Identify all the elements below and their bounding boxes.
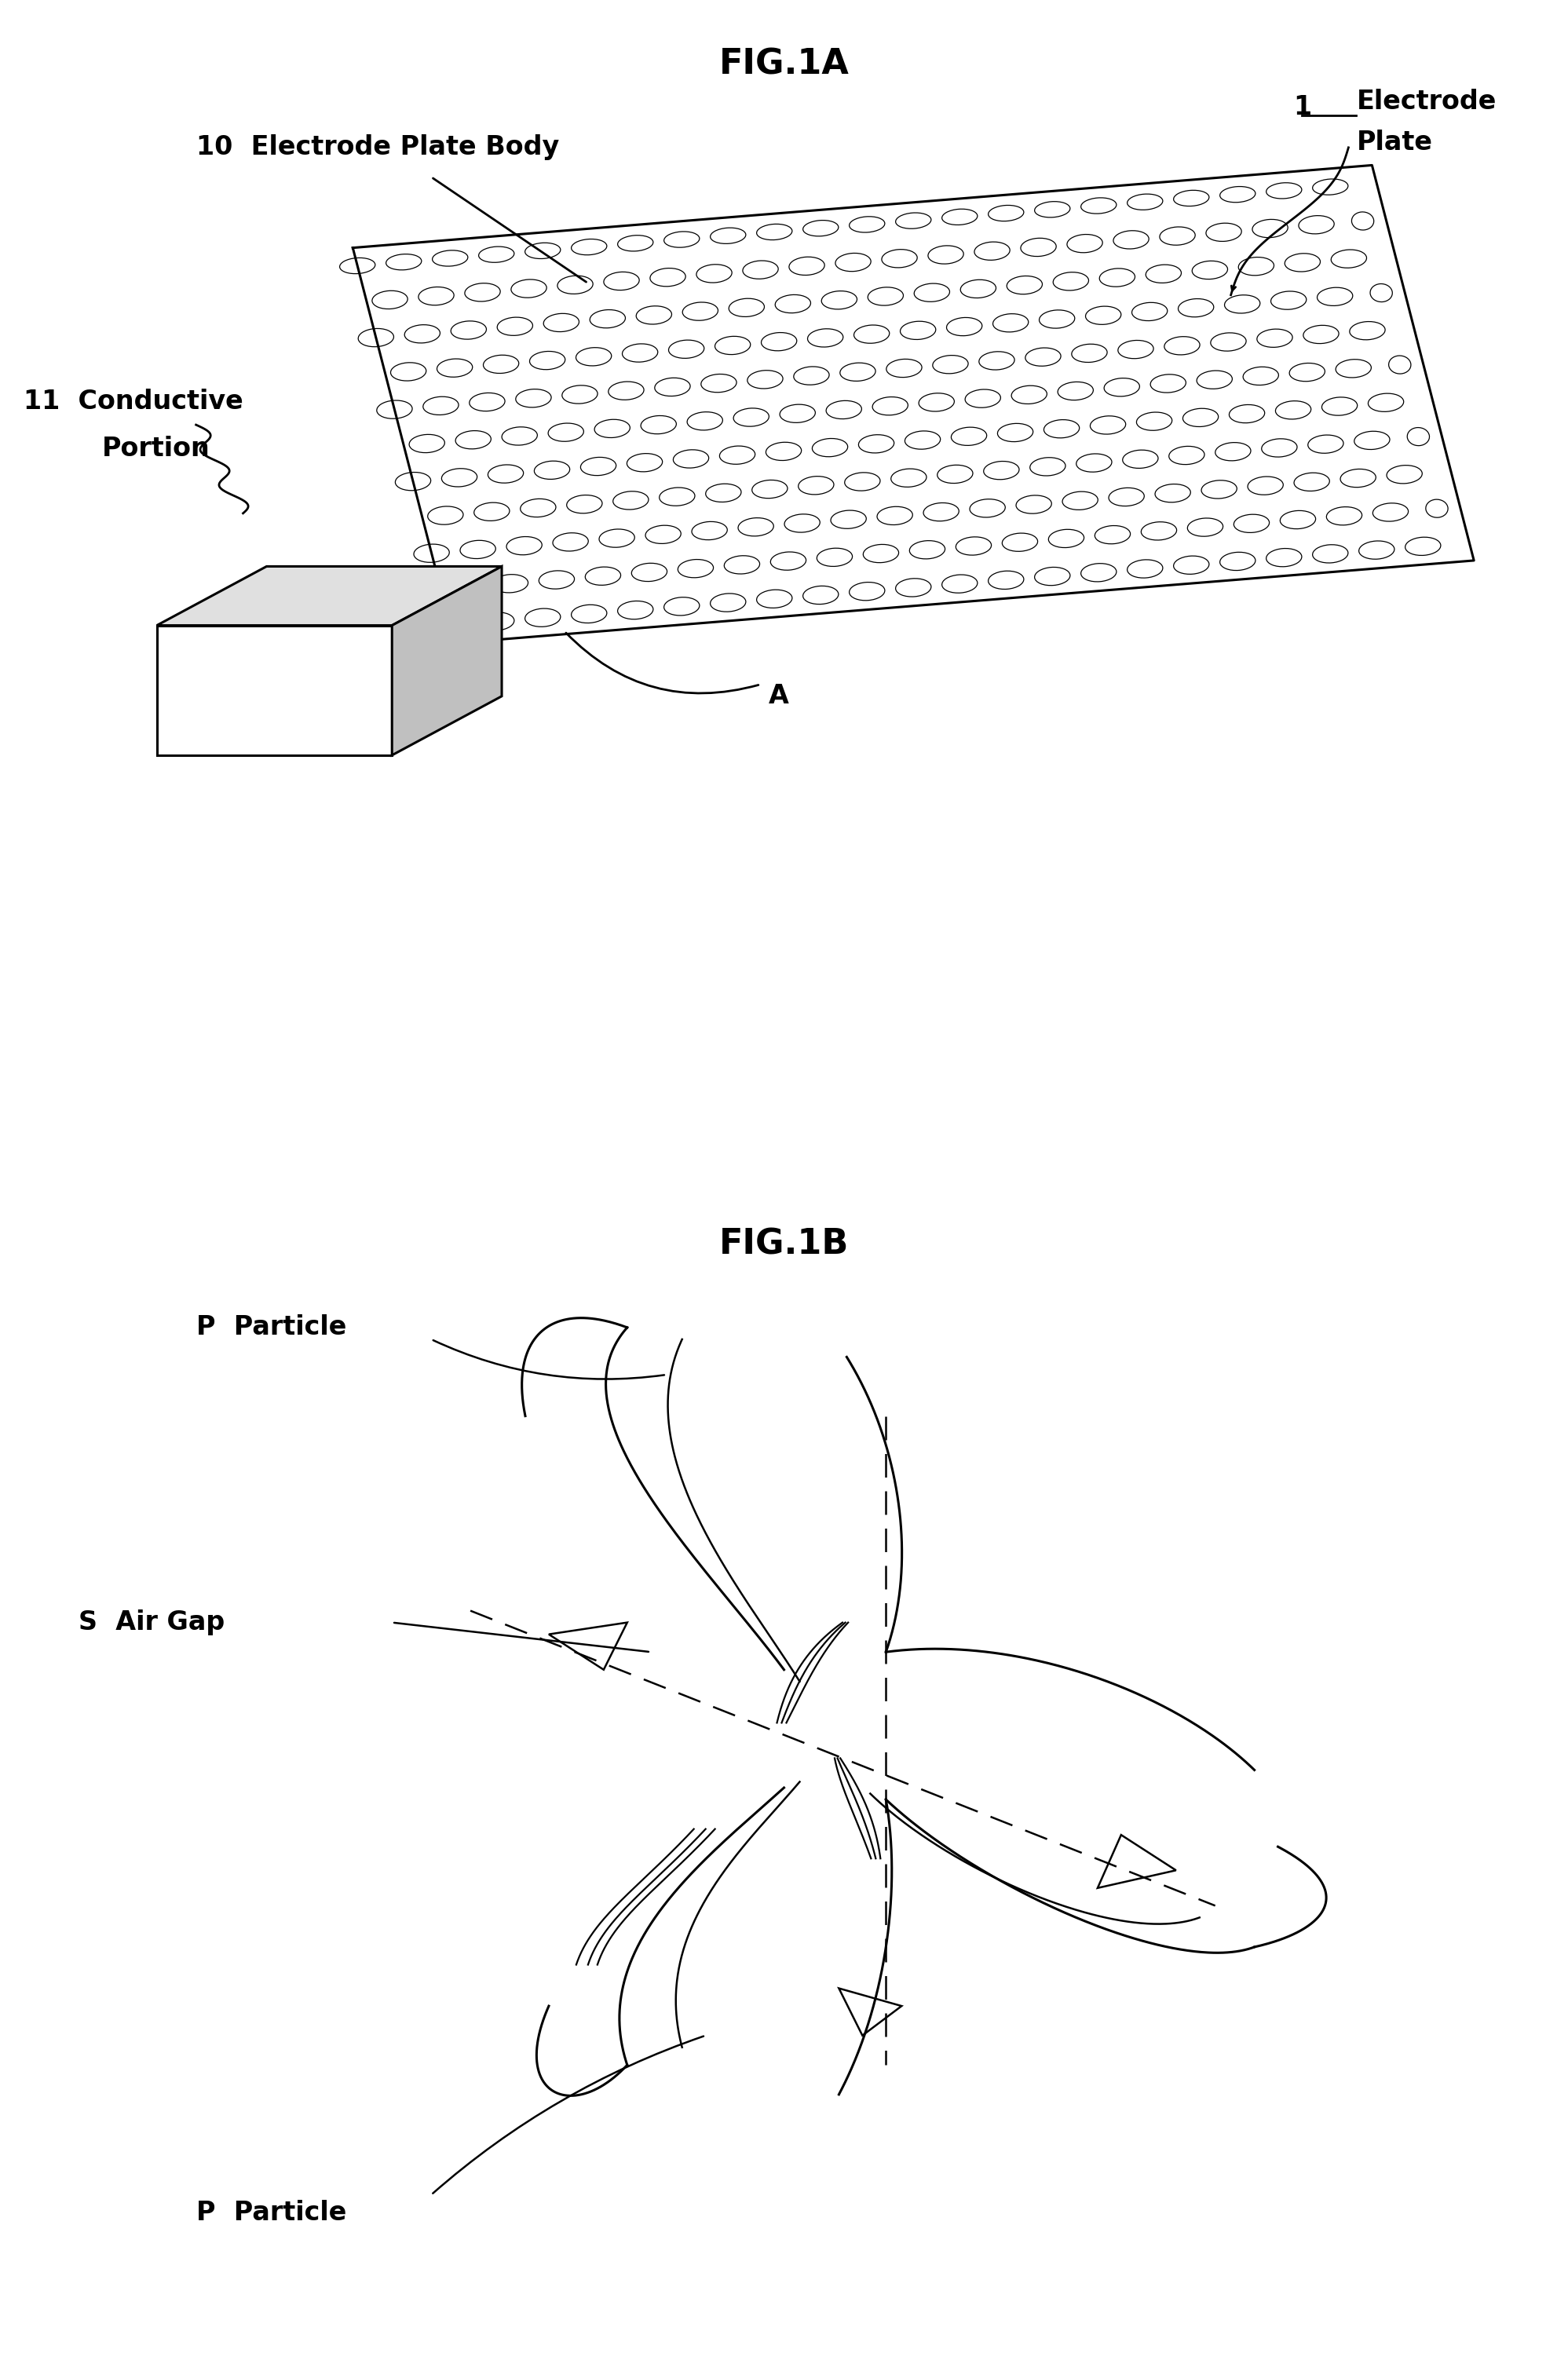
Polygon shape bbox=[157, 625, 392, 755]
Text: 10  Electrode Plate Body: 10 Electrode Plate Body bbox=[196, 135, 558, 160]
Text: A: A bbox=[768, 684, 789, 708]
Text: FIG.1B: FIG.1B bbox=[720, 1227, 848, 1260]
Polygon shape bbox=[392, 566, 502, 755]
Text: Portion: Portion bbox=[102, 437, 210, 460]
Text: P  Particle: P Particle bbox=[196, 1315, 347, 1340]
Text: 1: 1 bbox=[1294, 94, 1312, 120]
Text: Plate: Plate bbox=[1356, 130, 1433, 156]
Text: FIG.1A: FIG.1A bbox=[718, 47, 850, 80]
Text: Electrode: Electrode bbox=[1356, 87, 1496, 113]
Text: 11  Conductive: 11 Conductive bbox=[24, 389, 243, 413]
Polygon shape bbox=[157, 566, 502, 625]
Text: S  Air Gap: S Air Gap bbox=[78, 1610, 224, 1635]
Text: P  Particle: P Particle bbox=[196, 2200, 347, 2225]
